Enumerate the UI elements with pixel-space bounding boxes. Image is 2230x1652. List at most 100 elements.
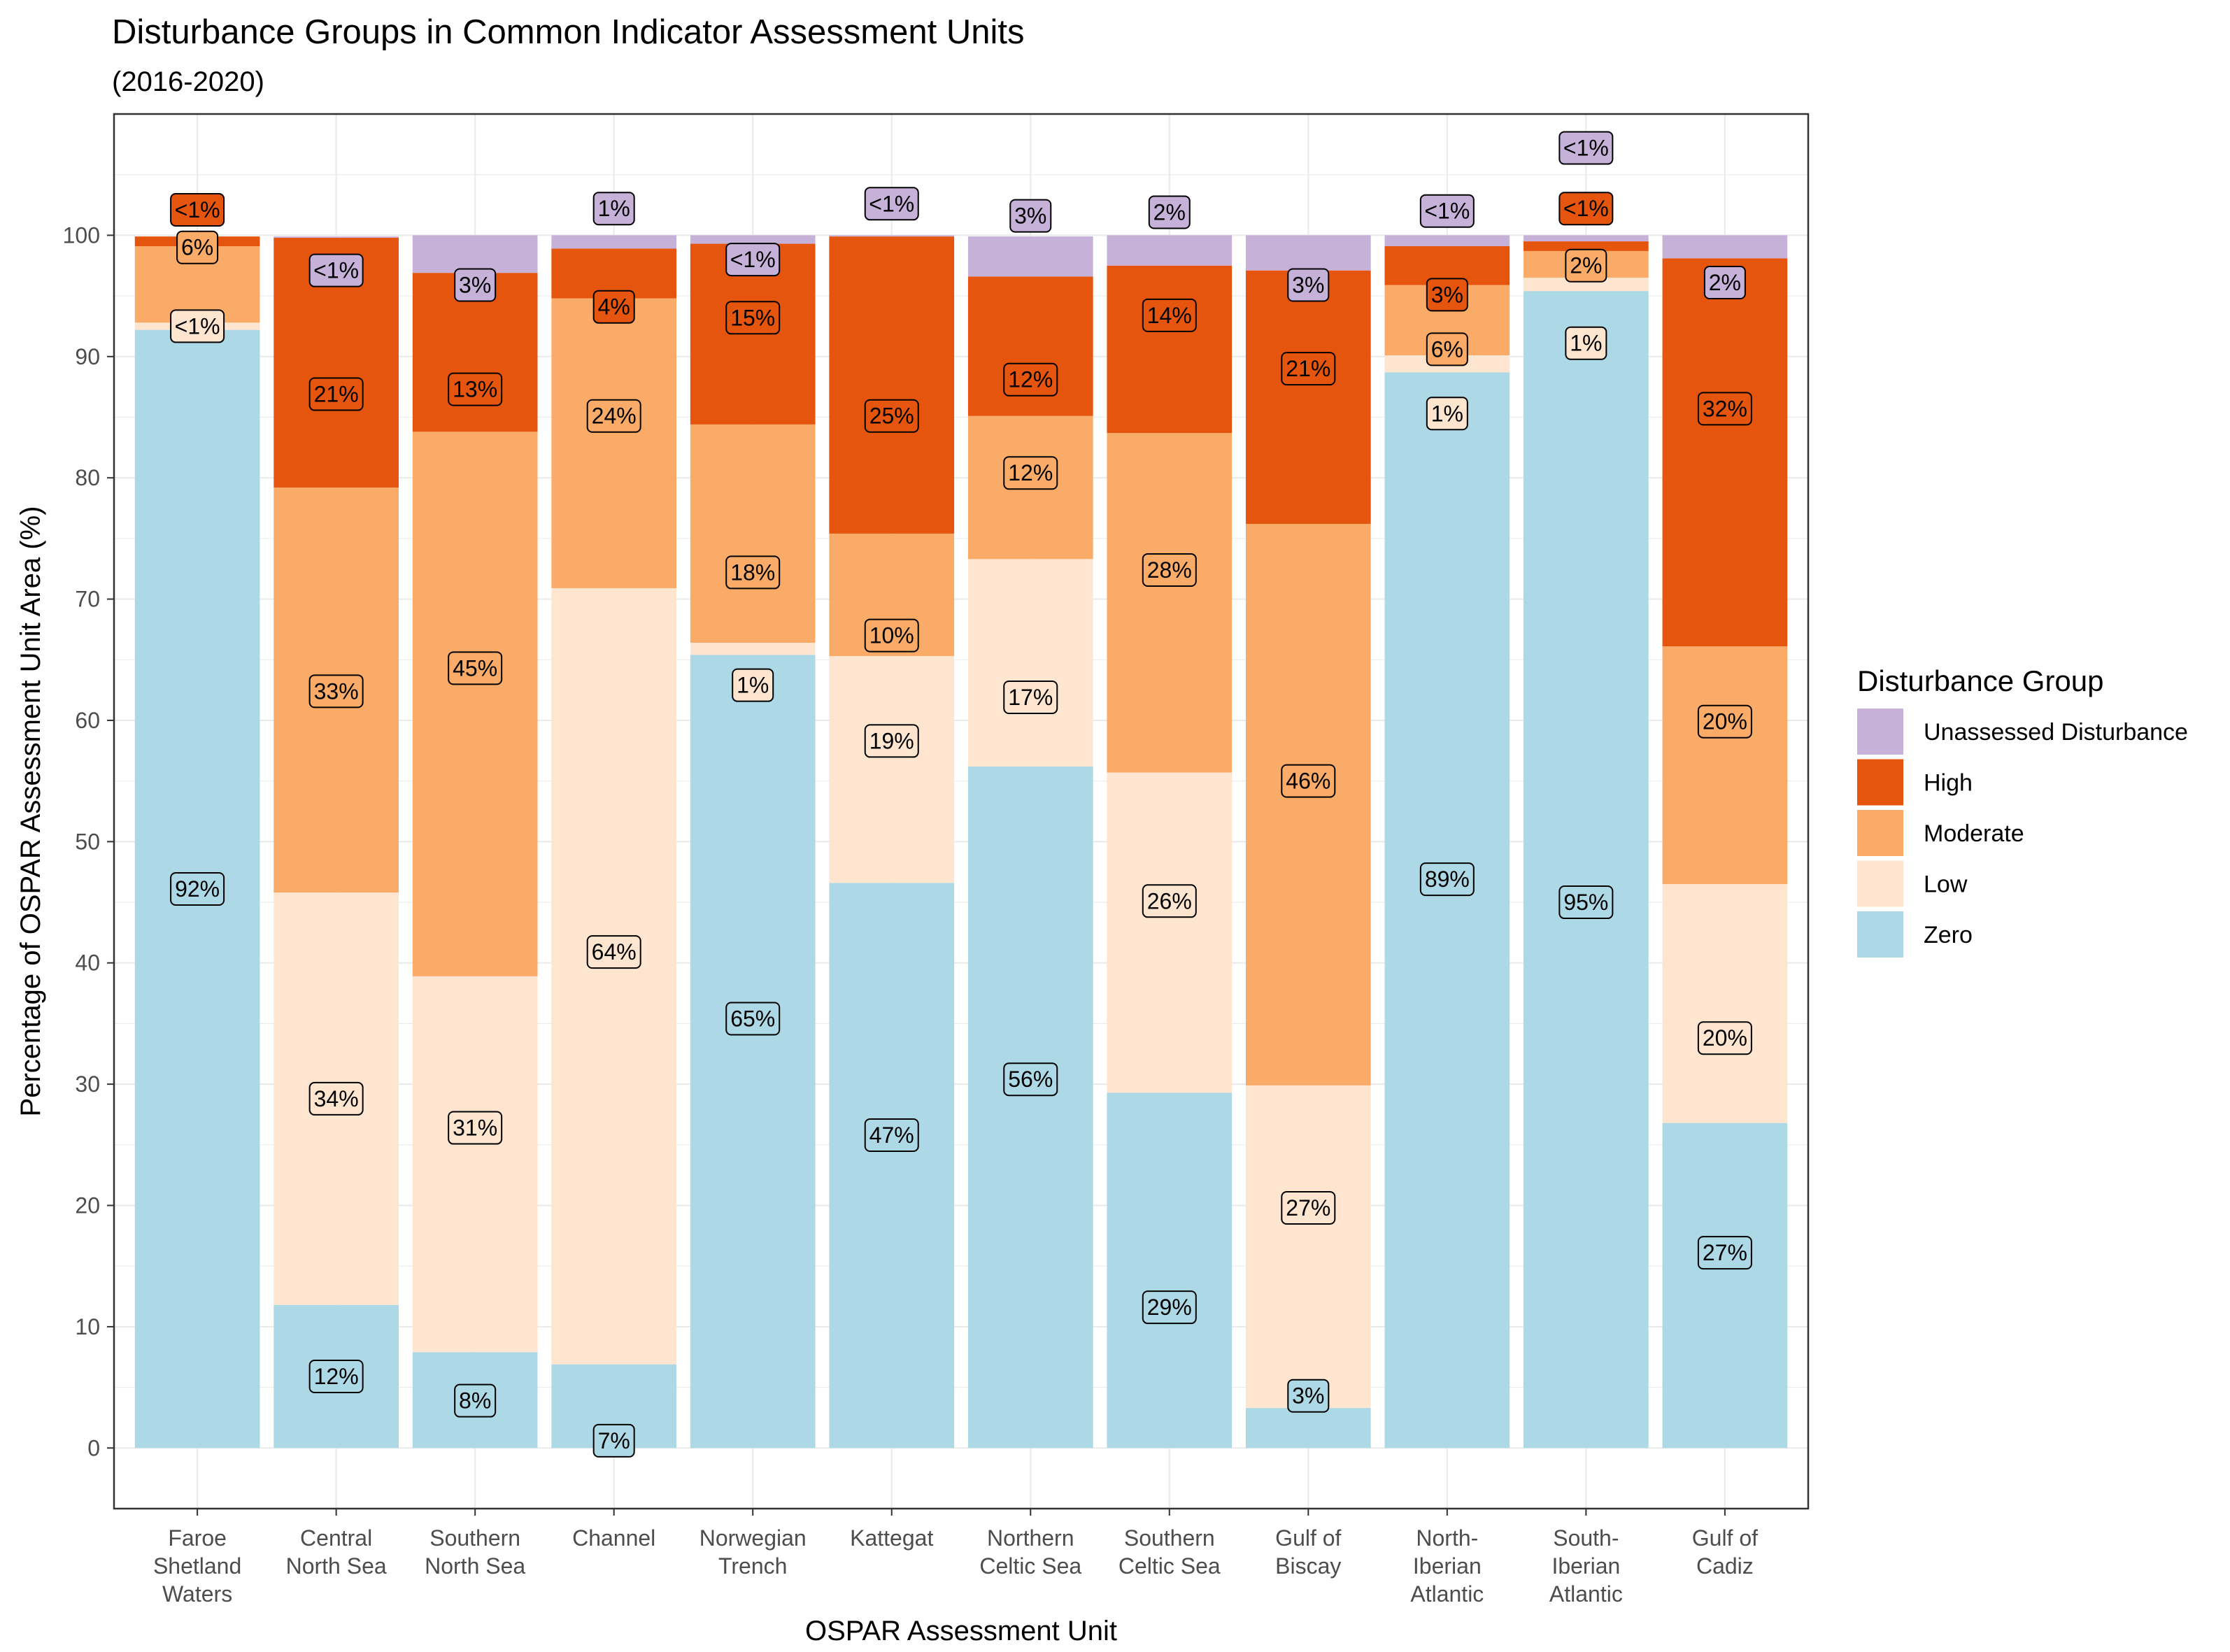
data-label-text: 2%	[1709, 270, 1741, 295]
legend-swatch	[1857, 860, 1903, 907]
data-label: 34%	[308, 1081, 364, 1116]
data-label-text: 1%	[1570, 331, 1602, 356]
bar-segment-moderate	[551, 298, 677, 588]
legend-label: High	[1924, 770, 1973, 797]
x-tick-label: Northern Celtic Sea	[979, 1525, 1081, 1579]
data-label: 89%	[1419, 862, 1475, 897]
data-label-box	[864, 399, 919, 433]
data-label-text: 45%	[453, 655, 497, 681]
data-label-box	[586, 399, 641, 433]
bar-segment-zero	[1245, 1408, 1371, 1448]
bar-segment-low	[1662, 884, 1788, 1123]
data-label: 26%	[1142, 884, 1197, 918]
data-label-text: 65%	[730, 1006, 775, 1031]
data-label-text: 7%	[598, 1428, 630, 1453]
data-label-box	[1697, 392, 1752, 426]
data-label: <1%	[1558, 192, 1614, 226]
data-label-text: <1%	[175, 197, 220, 222]
data-label: 95%	[1558, 885, 1614, 920]
data-label-box	[176, 230, 219, 264]
legend-title: Disturbance Group	[1857, 664, 2104, 697]
data-label-box	[1009, 199, 1052, 233]
legend: Unassessed Disturbance High Moderate Low Zer…	[1857, 708, 2188, 957]
data-label: 3%	[1287, 1379, 1330, 1413]
data-label-text: 20%	[1703, 709, 1747, 734]
data-label: 2%	[1565, 248, 1607, 283]
data-label-box	[592, 290, 635, 324]
bar-segment-zero	[829, 883, 955, 1448]
data-label: 27%	[1697, 1236, 1752, 1270]
data-label-box	[1703, 266, 1746, 300]
data-label-box	[1697, 704, 1752, 739]
data-label: 1%	[1565, 326, 1607, 360]
legend-label: Zero	[1924, 922, 1973, 948]
data-label-box	[1142, 884, 1197, 918]
data-label-box	[1003, 1062, 1058, 1097]
legend-swatch	[1857, 810, 1903, 856]
data-label-text: 27%	[1286, 1195, 1330, 1220]
data-label-box	[448, 651, 503, 685]
data-label-box	[725, 243, 781, 277]
data-label: 2%	[1148, 195, 1191, 229]
y-axis-title: Percentage of OSPAR Assessment Unit Area…	[15, 506, 46, 1117]
data-label: 29%	[1142, 1290, 1197, 1325]
data-label-text: 18%	[730, 560, 775, 585]
data-label-box	[308, 253, 364, 287]
chart-subtitle: (2016-2020)	[112, 66, 264, 97]
data-label-text: 20%	[1703, 1025, 1747, 1051]
data-label-text: <1%	[869, 191, 914, 216]
bar-segment-unassessed-disturbance	[967, 236, 1093, 277]
data-label-box	[308, 377, 364, 411]
data-label-text: 6%	[1431, 336, 1463, 362]
data-label: 28%	[1142, 553, 1197, 587]
x-tick-label: Channel	[572, 1525, 655, 1551]
data-label-box	[1419, 194, 1475, 228]
data-label-box	[864, 724, 919, 758]
data-label-box	[1003, 456, 1058, 490]
y-tick-label: 50	[75, 829, 100, 854]
data-label-box	[1565, 248, 1607, 283]
data-label: 2%	[1703, 266, 1746, 300]
data-label-text: 13%	[453, 377, 497, 402]
data-label: <1%	[170, 309, 225, 343]
x-tick-label: Southern North Sea	[425, 1525, 525, 1579]
data-label-box	[1697, 1021, 1752, 1055]
data-label-box	[170, 871, 225, 906]
data-label-text: 3%	[1431, 282, 1463, 307]
data-label: 92%	[170, 871, 225, 906]
legend-label: Low	[1924, 871, 1968, 898]
bar-segment-zero	[1662, 1123, 1788, 1448]
data-label-text: 15%	[730, 305, 775, 330]
bar-segment-high	[1245, 270, 1371, 525]
data-label-text: 25%	[869, 404, 914, 429]
data-label: 46%	[1281, 764, 1336, 798]
y-tick-label: 90	[75, 344, 100, 369]
data-label: 12%	[1003, 362, 1058, 397]
data-label: 33%	[308, 674, 364, 708]
data-label: 19%	[864, 724, 919, 758]
data-label: 56%	[1003, 1062, 1058, 1097]
data-label: 27%	[1281, 1190, 1336, 1225]
data-label-text: 6%	[181, 235, 213, 260]
data-label-text: 29%	[1147, 1295, 1192, 1320]
bar-segment-zero	[967, 766, 1093, 1448]
bar-segment-unassessed-disturbance	[412, 235, 538, 273]
bar-segment-unassessed-disturbance	[551, 235, 677, 249]
data-label-text: 2%	[1153, 199, 1186, 225]
y-tick-label: 0	[87, 1435, 100, 1460]
data-label: 65%	[725, 1002, 781, 1036]
y-tick-label: 100	[63, 222, 100, 248]
data-label-text: 34%	[314, 1086, 359, 1111]
x-tick-label: Southern Celtic Sea	[1118, 1525, 1221, 1579]
data-label: 1%	[592, 192, 635, 226]
bar-segment-unassessed-disturbance	[1245, 235, 1371, 271]
data-label-text: <1%	[1563, 136, 1609, 161]
y-tick-label: 20	[75, 1193, 100, 1218]
data-label: 21%	[1281, 352, 1336, 386]
x-tick-label: North-Iberian Atlantic	[1410, 1525, 1484, 1607]
data-label-box	[1419, 862, 1475, 897]
bar-segment-low	[412, 976, 538, 1353]
data-label-box	[1003, 681, 1058, 715]
data-label-box	[1565, 326, 1607, 360]
data-label-box	[454, 268, 497, 302]
